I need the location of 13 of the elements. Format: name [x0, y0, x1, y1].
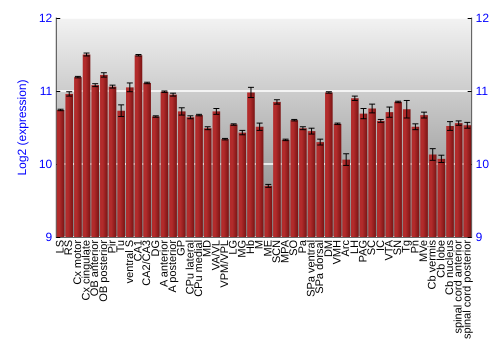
- x-tick-label: Tg: [400, 240, 413, 253]
- y-tick-label: 12: [38, 11, 53, 25]
- x-tick-label: spinal cord posterior: [461, 240, 474, 340]
- y-tick-label: 11: [40, 84, 53, 98]
- y2-tick-label: 10: [476, 156, 490, 171]
- x-tick-label: A posterior: [167, 240, 180, 293]
- y-axis-title: Log2 (expression): [15, 79, 29, 176]
- y-tick-label: 10: [38, 156, 53, 171]
- y-tick-label: 9: [46, 230, 53, 244]
- y2-tick-label: 9: [476, 230, 483, 244]
- y2-tick-label: 11: [476, 84, 488, 98]
- x-tick-label: OB posterior: [98, 240, 110, 302]
- y2-tick-label: 12: [476, 11, 490, 25]
